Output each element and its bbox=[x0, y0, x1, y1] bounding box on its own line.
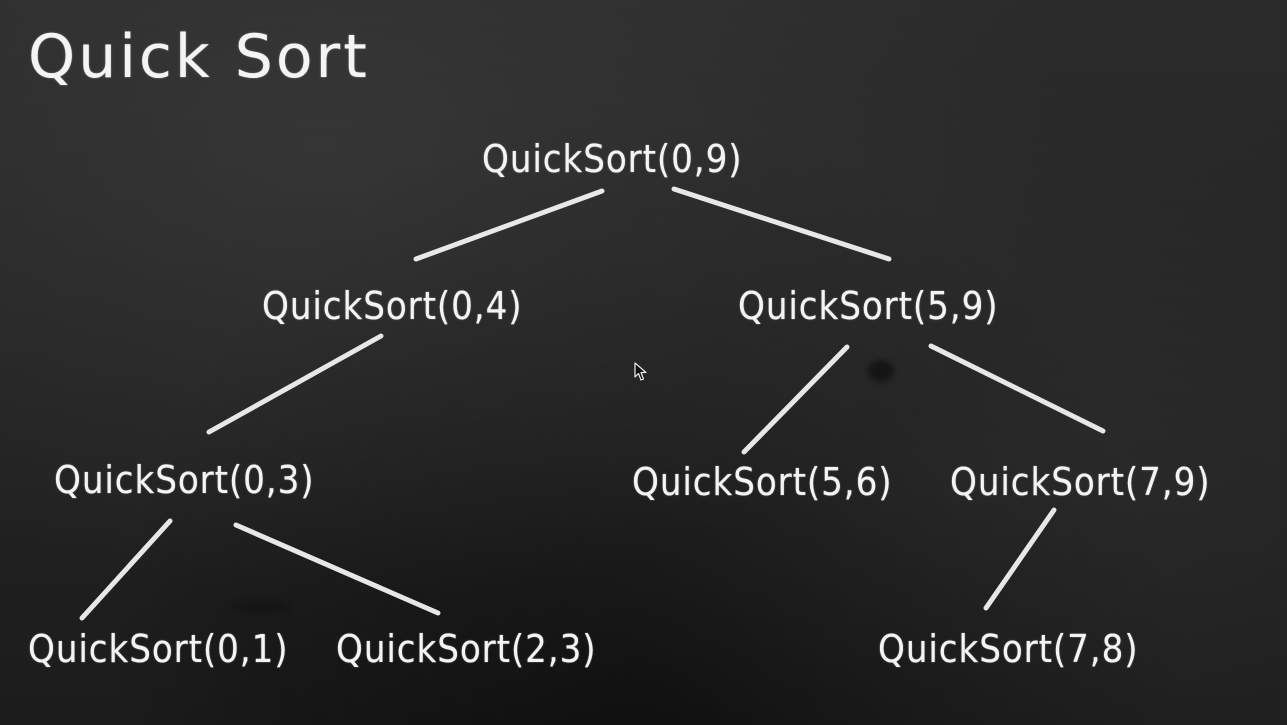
page-title: Quick Sort bbox=[28, 22, 370, 92]
chalk-smudge bbox=[230, 600, 290, 614]
tree-node-7-8: QuickSort(7,8) bbox=[878, 627, 1139, 671]
edge-0-3-to-2-3 bbox=[233, 522, 441, 616]
edge-0-9-to-0-4 bbox=[413, 188, 605, 262]
edge-7-9-to-7-8 bbox=[983, 507, 1057, 611]
chalk-smudge bbox=[868, 360, 894, 382]
tree-node-5-9: QuickSort(5,9) bbox=[738, 284, 999, 328]
tree-node-0-1: QuickSort(0,1) bbox=[28, 627, 289, 671]
edge-0-3-to-0-1 bbox=[79, 518, 173, 621]
tree-node-5-6: QuickSort(5,6) bbox=[632, 460, 893, 504]
mouse-pointer-icon bbox=[634, 362, 647, 381]
edge-5-9-to-5-6 bbox=[741, 344, 850, 455]
tree-node-0-9: QuickSort(0,9) bbox=[482, 137, 743, 181]
edge-0-9-to-5-9 bbox=[671, 186, 892, 262]
tree-node-2-3: QuickSort(2,3) bbox=[336, 627, 597, 671]
edge-0-4-to-0-3 bbox=[206, 333, 384, 435]
tree-node-0-4: QuickSort(0,4) bbox=[262, 284, 523, 328]
edge-5-9-to-7-9 bbox=[928, 343, 1106, 434]
tree-node-7-9: QuickSort(7,9) bbox=[950, 460, 1211, 504]
tree-node-0-3: QuickSort(0,3) bbox=[54, 458, 315, 502]
